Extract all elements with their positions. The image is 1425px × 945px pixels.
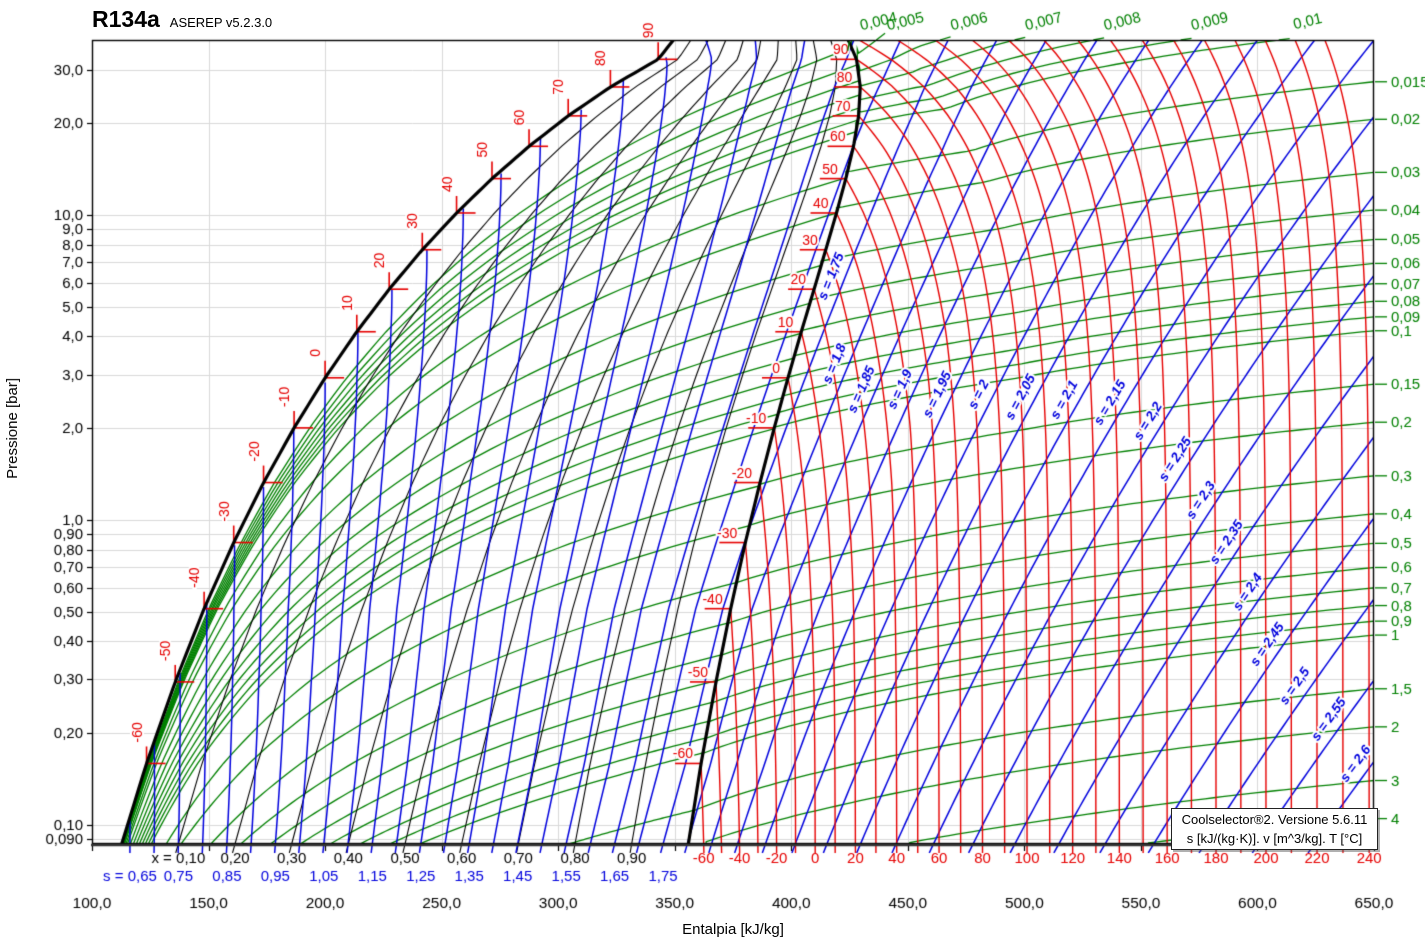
y-axis-title: Pressione [bar] [4, 378, 21, 479]
title-block: R134a ASEREP v5.2.3.0 [92, 6, 272, 33]
page-subtitle: ASEREP v5.2.3.0 [169, 15, 273, 30]
page-title: R134a [92, 6, 160, 32]
x-axis-title: Entalpia [kJ/kg] [682, 921, 784, 938]
legend-line-units: s [kJ/(kg·K)]. v [m^3/kg]. T [°C] [1186, 831, 1363, 846]
legend-line-version: Coolselector®2. Versione 5.6.11 [1181, 812, 1368, 827]
legend-box: Coolselector®2. Versione 5.6.11 s [kJ/(k… [1171, 808, 1378, 850]
